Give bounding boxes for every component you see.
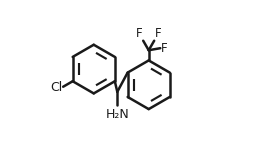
Text: Cl: Cl (50, 81, 62, 94)
Text: F: F (161, 42, 167, 55)
Text: H₂N: H₂N (105, 108, 129, 121)
Text: F: F (154, 27, 161, 40)
Text: F: F (135, 27, 142, 40)
